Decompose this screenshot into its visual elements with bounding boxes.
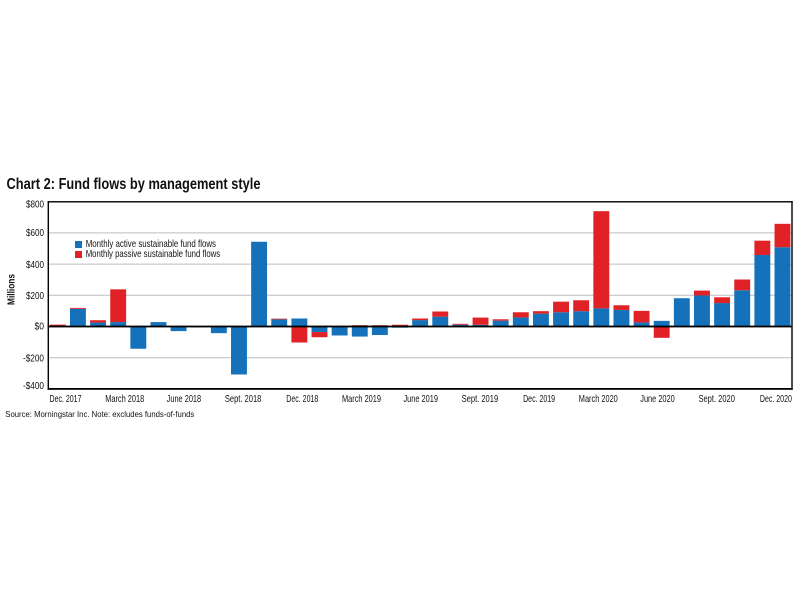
svg-text:$0: $0 bbox=[35, 321, 45, 333]
svg-text:March 2018: March 2018 bbox=[105, 393, 144, 405]
svg-text:Sept. 2018: Sept. 2018 bbox=[225, 393, 262, 405]
svg-text:Sept. 2020: Sept. 2020 bbox=[698, 393, 735, 405]
svg-text:$200: $200 bbox=[26, 290, 44, 302]
svg-text:Dec. 2017: Dec. 2017 bbox=[50, 393, 82, 405]
svg-text:Monthly active sustainable fun: Monthly active sustainable fund flows bbox=[86, 239, 216, 250]
svg-text:June 2019: June 2019 bbox=[403, 393, 438, 405]
svg-text:June 2018: June 2018 bbox=[167, 393, 202, 405]
svg-text:June 2020: June 2020 bbox=[640, 393, 675, 405]
svg-text:$600: $600 bbox=[26, 227, 44, 239]
svg-text:March 2020: March 2020 bbox=[579, 393, 618, 405]
svg-text:Source: Morningstar Inc. Note:: Source: Morningstar Inc. Note: excludes … bbox=[5, 409, 194, 419]
svg-text:Dec. 2018: Dec. 2018 bbox=[286, 393, 318, 405]
svg-text:$800: $800 bbox=[26, 199, 44, 211]
svg-text:Dec. 2019: Dec. 2019 bbox=[523, 393, 555, 405]
svg-text:-$200: -$200 bbox=[23, 352, 44, 364]
svg-text:Monthly passive sustainable fu: Monthly passive sustainable fund flows bbox=[86, 249, 221, 260]
svg-text:March 2019: March 2019 bbox=[342, 393, 381, 405]
svg-text:Chart 2: Fund flows by managem: Chart 2: Fund flows by management style bbox=[7, 176, 261, 193]
svg-text:$400: $400 bbox=[26, 259, 44, 271]
svg-text:Millions: Millions bbox=[5, 274, 17, 305]
svg-text:Dec. 2020: Dec. 2020 bbox=[760, 393, 792, 405]
svg-text:Sept. 2019: Sept. 2019 bbox=[462, 393, 499, 405]
svg-text:-$400: -$400 bbox=[23, 380, 44, 392]
